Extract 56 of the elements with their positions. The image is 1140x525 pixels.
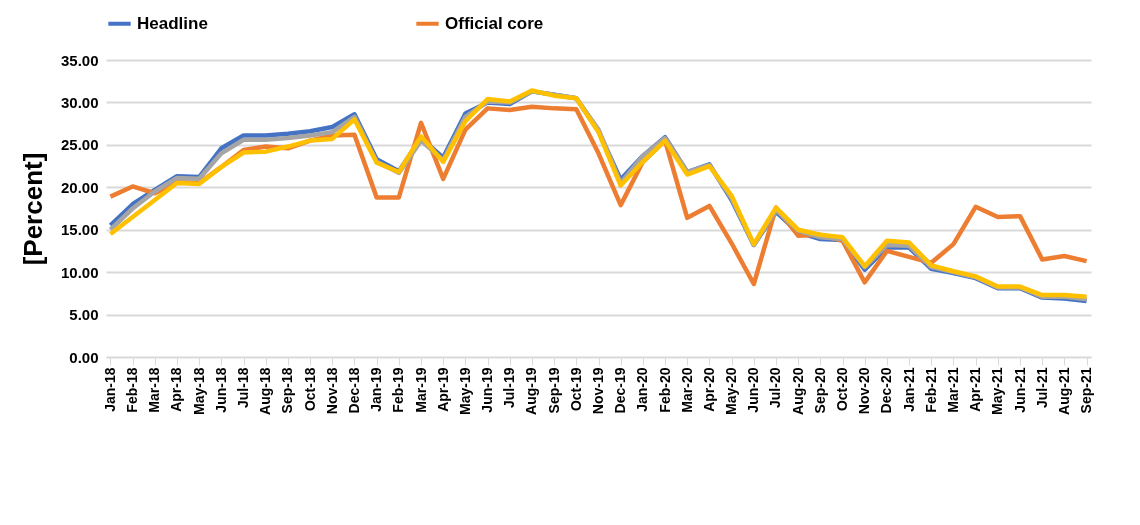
x-tick-label: Mar-21 bbox=[944, 367, 961, 413]
y-tick-label: 15.00 bbox=[60, 221, 99, 239]
x-tick-label: Sep-20 bbox=[811, 367, 828, 414]
x-tick-label: Apr-20 bbox=[700, 367, 717, 412]
x-tick-label: Dec-18 bbox=[345, 367, 362, 414]
x-tick-label: Dec-19 bbox=[612, 367, 629, 414]
x-tick-label: Jul-18 bbox=[235, 367, 252, 408]
x-tick-label: Jun-19 bbox=[479, 367, 496, 413]
x-tick-label: May-21 bbox=[989, 367, 1006, 415]
x-tick-label: Oct-20 bbox=[834, 367, 851, 412]
x-tick-label: Jun-21 bbox=[1011, 367, 1028, 413]
y-tick-label: 20.00 bbox=[60, 178, 99, 196]
x-tick-label: Jan-20 bbox=[634, 367, 651, 412]
x-tick-label: Jul-20 bbox=[767, 367, 784, 408]
x-tick-label: Mar-18 bbox=[146, 367, 163, 413]
x-tick-label: Dec-20 bbox=[878, 367, 895, 414]
x-tick-label: Sep-18 bbox=[279, 367, 296, 414]
y-tick-label: 10.00 bbox=[60, 263, 99, 281]
x-tick-label: Aug-21 bbox=[1055, 367, 1072, 415]
x-tick-label: May-19 bbox=[456, 367, 473, 415]
x-tick-label: Aug-19 bbox=[523, 367, 540, 415]
x-tick-label: Jun-20 bbox=[745, 367, 762, 413]
x-tick-label: Aug-18 bbox=[257, 367, 274, 415]
x-tick-label: Oct-19 bbox=[567, 367, 584, 412]
y-axis-title: [Percent] bbox=[17, 152, 48, 266]
x-tick-label: Jun-18 bbox=[212, 367, 229, 413]
x-tick-label: Apr-19 bbox=[434, 367, 451, 412]
x-tick-label: May-20 bbox=[723, 367, 740, 415]
x-tick-label: Mar-19 bbox=[412, 367, 429, 413]
x-tick-label: Feb-18 bbox=[124, 367, 141, 413]
y-tick-label: 30.00 bbox=[60, 93, 99, 111]
x-tick-label: Sep-21 bbox=[1078, 367, 1095, 414]
x-tick-label: Sep-19 bbox=[545, 367, 562, 414]
x-tick-label: Nov-18 bbox=[323, 367, 340, 415]
x-tick-label: Feb-20 bbox=[656, 367, 673, 413]
x-tick-label: Jan-18 bbox=[101, 367, 118, 412]
x-tick-label: Nov-20 bbox=[856, 367, 873, 415]
x-tick-label: Aug-20 bbox=[789, 367, 806, 415]
x-tick-label: Jul-19 bbox=[501, 367, 518, 408]
x-tick-label: Feb-19 bbox=[390, 367, 407, 413]
x-tick-label: Jan-19 bbox=[368, 367, 385, 412]
y-tick-label: 0.00 bbox=[69, 348, 99, 366]
legend-label: Headline bbox=[137, 13, 208, 33]
x-tick-label: Feb-21 bbox=[922, 367, 939, 413]
x-tick-label: Jul-21 bbox=[1033, 367, 1050, 408]
y-tick-label: 25.00 bbox=[60, 136, 99, 154]
x-tick-label: Jan-21 bbox=[900, 367, 917, 412]
x-tick-label: May-18 bbox=[190, 367, 207, 415]
x-tick-label: Apr-18 bbox=[168, 367, 185, 412]
x-tick-label: Mar-20 bbox=[678, 367, 695, 413]
x-tick-label: Apr-21 bbox=[967, 367, 984, 412]
y-tick-label: 5.00 bbox=[69, 306, 99, 324]
x-tick-label: Oct-18 bbox=[301, 367, 318, 412]
y-tick-label: 35.00 bbox=[60, 51, 99, 69]
x-tick-label: Nov-19 bbox=[590, 367, 606, 415]
legend-label: Official core bbox=[445, 13, 544, 33]
